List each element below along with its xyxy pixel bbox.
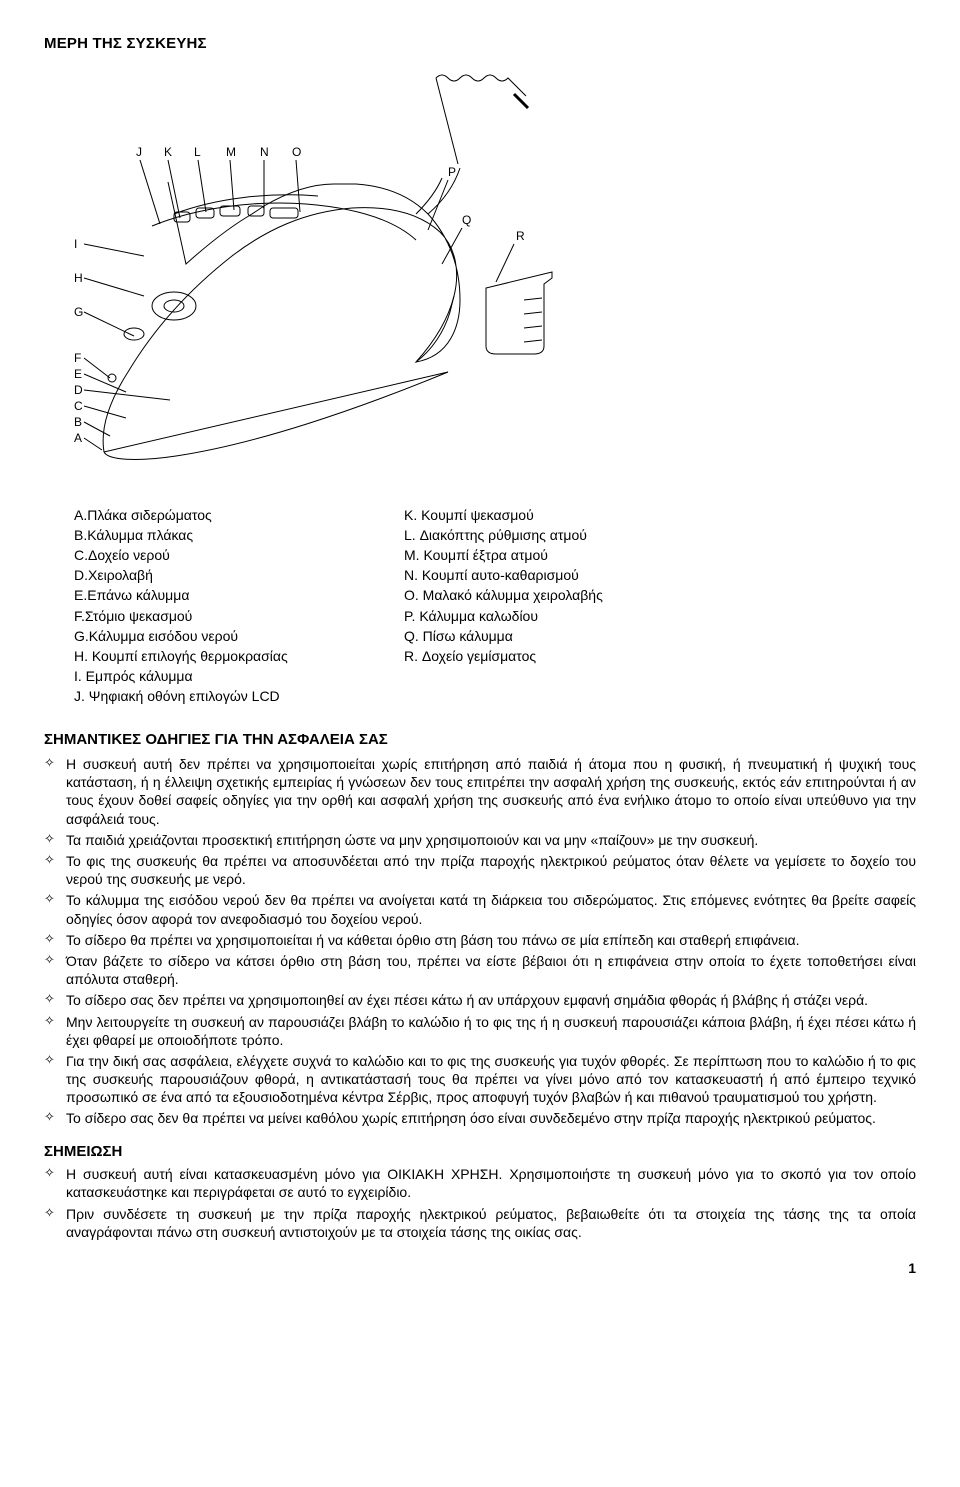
svg-text:R: R: [516, 229, 525, 243]
title-parts: ΜΕΡΗ ΤΗΣ ΣΥΣΚΕΥΗΣ: [44, 34, 916, 54]
svg-text:I: I: [74, 237, 77, 251]
bullet-icon: ✧: [44, 990, 66, 1008]
part-row: L. Διακόπτης ρύθμισης ατμού: [404, 526, 734, 544]
list-item: ✧Το σίδερο σας δεν πρέπει να χρησιμοποιη…: [44, 991, 916, 1009]
list-item: ✧Πριν συνδέσετε τη συσκευή με την πρίζα …: [44, 1205, 916, 1241]
part-row: R. Δοχείο γεμίσματος: [404, 647, 734, 665]
list-item: ✧Το κάλυμμα της εισόδου νερού δεν θα πρέ…: [44, 891, 916, 927]
part-row: B.Κάλυμμα πλάκας: [74, 526, 404, 544]
part-row: O. Μαλακό κάλυμμα χειρολαβής: [404, 586, 734, 604]
bullet-icon: ✧: [44, 1012, 66, 1048]
svg-text:E: E: [74, 367, 82, 381]
list-item-text: Πριν συνδέσετε τη συσκευή με την πρίζα π…: [66, 1205, 916, 1241]
part-row: A.Πλάκα σιδερώματος: [74, 506, 404, 524]
bullet-icon: ✧: [44, 951, 66, 987]
page-number: 1: [44, 1259, 916, 1277]
list-item: ✧Όταν βάζετε το σίδερο να κάτσει όρθιο σ…: [44, 952, 916, 988]
note-list: ✧Η συσκευή αυτή είναι κατασκευασμένη μόν…: [44, 1165, 916, 1241]
list-item: ✧Για την δική σας ασφάλεια, ελέγχετε συχ…: [44, 1052, 916, 1107]
list-item-text: Μην λειτουργείτε τη συσκευή αν παρουσιάζ…: [66, 1013, 916, 1049]
part-row: P. Κάλυμμα καλωδίου: [404, 607, 734, 625]
list-item-text: Η συσκευή αυτή είναι κατασκευασμένη μόνο…: [66, 1165, 916, 1201]
parts-columns: A.Πλάκα σιδερώματος B.Κάλυμμα πλάκας C.Δ…: [74, 506, 916, 708]
bullet-icon: ✧: [44, 1204, 66, 1240]
part-row: J. Ψηφιακή οθόνη επιλογών LCD: [74, 687, 404, 705]
list-item: ✧Η συσκευή αυτή είναι κατασκευασμένη μόν…: [44, 1165, 916, 1201]
safety-list: ✧Η συσκευή αυτή δεν πρέπει να χρησιμοποι…: [44, 755, 916, 1128]
title-safety: ΣΗΜΑΝΤΙΚΕΣ ΟΔΗΓΙΕΣ ΓΙΑ ΤΗΝ ΑΣΦΑΛΕΙΑ ΣΑΣ: [44, 730, 916, 750]
svg-text:C: C: [74, 399, 83, 413]
svg-text:A: A: [74, 431, 82, 445]
list-item-text: Το φις της συσκευής θα πρέπει να αποσυνδ…: [66, 852, 916, 888]
part-row: N. Κουμπί αυτο-καθαρισμού: [404, 566, 734, 584]
list-item: ✧Η συσκευή αυτή δεν πρέπει να χρησιμοποι…: [44, 755, 916, 828]
part-row: M. Κουμπί έξτρα ατμού: [404, 546, 734, 564]
list-item-text: Για την δική σας ασφάλεια, ελέγχετε συχν…: [66, 1052, 916, 1107]
part-row: H. Κουμπί επιλογής θερμοκρασίας: [74, 647, 404, 665]
list-item-text: Το σίδερο σας δεν θα πρέπει να μείνει κα…: [66, 1109, 916, 1127]
bullet-icon: ✧: [44, 890, 66, 926]
svg-text:B: B: [74, 415, 82, 429]
part-row: D.Χειρολαβή: [74, 566, 404, 584]
svg-text:O: O: [292, 145, 301, 159]
svg-text:H: H: [74, 271, 83, 285]
list-item-text: Το κάλυμμα της εισόδου νερού δεν θα πρέπ…: [66, 891, 916, 927]
bullet-icon: ✧: [44, 1164, 66, 1200]
list-item-text: Τα παιδιά χρειάζονται προσεκτική επιτήρη…: [66, 831, 916, 849]
part-row: Q. Πίσω κάλυμμα: [404, 627, 734, 645]
bullet-icon: ✧: [44, 754, 66, 827]
part-row: G.Κάλυμμα εισόδου νερού: [74, 627, 404, 645]
list-item-text: Το σίδερο θα πρέπει να χρησιμοποιείται ή…: [66, 931, 916, 949]
title-note: ΣΗΜΕΙΩΣΗ: [44, 1142, 916, 1162]
iron-diagram: J K L M N O P Q R I H G F E D C B A: [56, 64, 566, 488]
part-row: E.Επάνω κάλυμμα: [74, 586, 404, 604]
list-item-text: Όταν βάζετε το σίδερο να κάτσει όρθιο στ…: [66, 952, 916, 988]
bullet-icon: ✧: [44, 851, 66, 887]
bullet-icon: ✧: [44, 1108, 66, 1126]
svg-text:P: P: [448, 165, 456, 179]
part-row: I. Εμπρός κάλυμμα: [74, 667, 404, 685]
svg-text:M: M: [226, 145, 236, 159]
svg-text:N: N: [260, 145, 269, 159]
bullet-icon: ✧: [44, 1051, 66, 1106]
list-item-text: Η συσκευή αυτή δεν πρέπει να χρησιμοποιε…: [66, 755, 916, 828]
part-row: C.Δοχείο νερού: [74, 546, 404, 564]
parts-col-right: K. Κουμπί ψεκασμού L. Διακόπτης ρύθμισης…: [404, 506, 734, 708]
list-item-text: Το σίδερο σας δεν πρέπει να χρησιμοποιηθ…: [66, 991, 916, 1009]
parts-col-left: A.Πλάκα σιδερώματος B.Κάλυμμα πλάκας C.Δ…: [74, 506, 404, 708]
svg-text:G: G: [74, 305, 83, 319]
svg-text:F: F: [74, 351, 81, 365]
list-item: ✧Το σίδερο θα πρέπει να χρησιμοποιείται …: [44, 931, 916, 949]
svg-text:Q: Q: [462, 213, 471, 227]
svg-text:K: K: [164, 145, 172, 159]
svg-text:D: D: [74, 383, 83, 397]
bullet-icon: ✧: [44, 830, 66, 848]
list-item: ✧Το φις της συσκευής θα πρέπει να αποσυν…: [44, 852, 916, 888]
bullet-icon: ✧: [44, 930, 66, 948]
part-row: F.Στόμιο ψεκασμού: [74, 607, 404, 625]
svg-text:J: J: [136, 145, 142, 159]
part-row: K. Κουμπί ψεκασμού: [404, 506, 734, 524]
list-item: ✧Τα παιδιά χρειάζονται προσεκτική επιτήρ…: [44, 831, 916, 849]
svg-text:L: L: [194, 145, 201, 159]
list-item: ✧Μην λειτουργείτε τη συσκευή αν παρουσιά…: [44, 1013, 916, 1049]
list-item: ✧Το σίδερο σας δεν θα πρέπει να μείνει κ…: [44, 1109, 916, 1127]
